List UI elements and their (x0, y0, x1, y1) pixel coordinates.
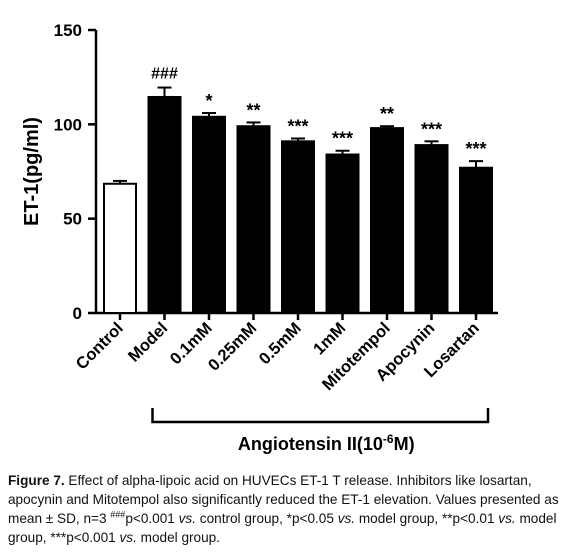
y-tick-label: 50 (63, 210, 82, 229)
significance-label: ** (380, 104, 394, 124)
significance-label: ### (151, 66, 178, 83)
figure-caption: Figure 7. Effect of alpha-lipoic acid on… (8, 471, 568, 547)
caption-vs-3: vs. (498, 511, 516, 526)
bars (103, 86, 493, 314)
y-axis-title: ET-1(pg/ml) (21, 117, 43, 226)
significance-label: *** (421, 119, 442, 139)
caption-text-2: p<0.001 (125, 511, 179, 526)
significance-label: *** (332, 129, 353, 149)
significance-label: *** (287, 116, 308, 136)
caption-text-3: control group, *p<0.05 (196, 511, 338, 526)
figure-label: Figure 7. (8, 473, 65, 488)
bar-Losartan (459, 166, 493, 314)
bar-0.25mM (236, 125, 271, 314)
x-tick-label: Model (125, 319, 171, 365)
y-tick-label: 0 (73, 304, 82, 323)
caption-text-1: Effect of alpha-lipoic acid on HUVECs ET… (8, 473, 559, 526)
caption-text-6: model group. (136, 530, 220, 545)
x-tick-label: 1mM (310, 319, 349, 358)
x-tick-label: 0.25mM (205, 319, 261, 375)
y-tick-label: 100 (54, 115, 82, 134)
bar-0.5mM (281, 140, 315, 314)
significance-label: * (205, 91, 212, 111)
bar-0.1mM (192, 115, 226, 314)
y-tick-label: 150 (54, 21, 82, 40)
significance-label: *** (465, 139, 486, 159)
bar-Control (103, 182, 137, 314)
bar-chart: 050100150ET-1(pg/ml)Control###Model*0.1m… (21, 21, 498, 454)
caption-vs-1: vs. (178, 511, 196, 526)
x-tick-label: 0.5mM (256, 319, 305, 368)
caption-text-5: model group, ***p<0.001 (8, 511, 557, 545)
x-tick-label: Control (73, 319, 127, 373)
caption-sup-hash: ### (110, 509, 126, 520)
group-bracket (151, 408, 490, 424)
bar-Apocynin (414, 144, 449, 314)
bar-1mM (325, 153, 360, 314)
caption-vs-4: vs. (119, 530, 137, 545)
caption-text-4: model group, **p<0.01 (355, 511, 499, 526)
bar-Mitotempol (370, 127, 404, 314)
caption-vs-2: vs. (337, 511, 356, 526)
bar-Model (147, 95, 182, 314)
significance-label: ** (246, 100, 260, 120)
group-label: Angiotensin II(10-6M) (238, 432, 415, 454)
